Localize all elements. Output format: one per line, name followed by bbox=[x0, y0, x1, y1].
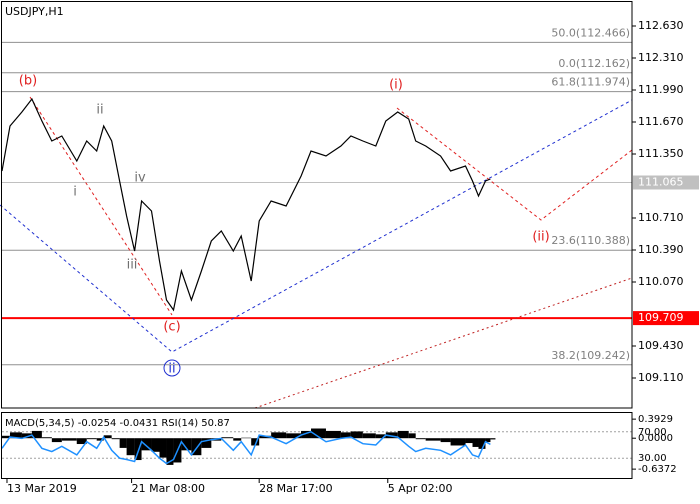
histogram-bar bbox=[441, 438, 451, 442]
wave-label: iv bbox=[134, 171, 146, 186]
y-tick-label: 110.710 bbox=[638, 211, 684, 224]
histogram-bar bbox=[326, 431, 341, 438]
histogram-bar bbox=[426, 438, 441, 440]
wave-label: ii bbox=[168, 362, 175, 377]
x-tick-label: 5 Apr 02:00 bbox=[388, 482, 453, 495]
histogram-bar bbox=[416, 438, 426, 439]
fib-label: 38.2(109.242) bbox=[551, 349, 630, 362]
histogram-bar bbox=[351, 431, 363, 438]
y-tick-label: 109.110 bbox=[638, 371, 684, 384]
y-tick-label: 111.990 bbox=[638, 83, 684, 96]
histogram-bar bbox=[160, 438, 167, 457]
x-tick-label: 13 Mar 2019 bbox=[7, 482, 77, 495]
histogram-bar bbox=[466, 438, 473, 443]
histogram-bar bbox=[87, 438, 97, 439]
histogram-bar bbox=[112, 438, 120, 439]
wave-label: (i) bbox=[389, 78, 403, 93]
histogram-bar bbox=[127, 438, 135, 455]
histogram-bar bbox=[363, 433, 376, 438]
wave-label: iii bbox=[127, 258, 138, 273]
y-tick-label: 112.630 bbox=[638, 19, 684, 32]
histogram-bar bbox=[221, 437, 233, 438]
wave-label: (b) bbox=[19, 74, 37, 89]
histogram-bar bbox=[398, 431, 409, 438]
wave-label: (ii) bbox=[532, 230, 549, 245]
fib-label: 23.6(110.388) bbox=[551, 234, 630, 247]
histogram-bar bbox=[120, 438, 127, 448]
x-tick-label: 28 Mar 17:00 bbox=[259, 482, 332, 495]
y-tick-label: 110.390 bbox=[638, 243, 684, 256]
y-tick-label: 0.3929 bbox=[638, 414, 673, 425]
histogram-bar bbox=[152, 438, 160, 452]
y2-tick-label: 70.00 bbox=[638, 427, 667, 438]
wave-label: i bbox=[73, 185, 77, 200]
histogram-bar bbox=[451, 438, 466, 445]
fib-label: 0.0(112.162) bbox=[558, 57, 630, 70]
histogram-bar bbox=[233, 438, 241, 440]
x-tick-label: 21 Mar 08:00 bbox=[132, 482, 205, 495]
histogram-bar bbox=[490, 438, 495, 439]
fib-label: 50.0(112.466) bbox=[551, 26, 630, 39]
histogram-bar bbox=[42, 437, 52, 438]
y-tick-label: 112.310 bbox=[638, 51, 684, 64]
y-tick-label: 111.670 bbox=[638, 115, 684, 128]
histogram-bar bbox=[409, 433, 416, 438]
fib-label: 61.8(111.974) bbox=[551, 76, 630, 89]
histogram-bar bbox=[52, 438, 62, 442]
histogram-bar bbox=[473, 438, 479, 447]
y-tick-label: 109.430 bbox=[638, 339, 684, 352]
y-tick-label: 110.070 bbox=[638, 275, 684, 288]
price-label: 109.709 bbox=[638, 311, 684, 324]
y-tick-label: -0.6372 bbox=[638, 464, 677, 475]
y-tick-label: 111.350 bbox=[638, 147, 684, 160]
chart-title: USDJPY,H1 bbox=[5, 5, 64, 18]
wave-label: (c) bbox=[163, 320, 180, 335]
y2-tick-label: 30.00 bbox=[638, 453, 667, 464]
wave-label: ii bbox=[96, 103, 103, 118]
histogram-bar bbox=[62, 438, 77, 440]
price-label: 111.065 bbox=[638, 176, 684, 189]
indicator-title: MACD(5,34,5) -0.0254 -0.0431 RSI(14) 50.… bbox=[5, 418, 230, 429]
